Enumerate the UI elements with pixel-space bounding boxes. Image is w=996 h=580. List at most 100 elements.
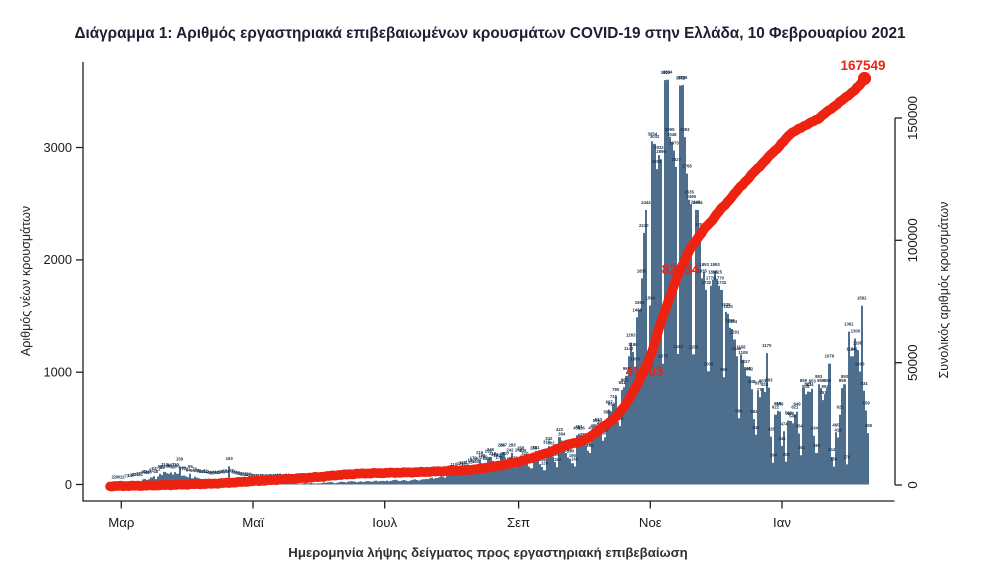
svg-text:438: 438 <box>573 425 581 430</box>
svg-text:112: 112 <box>161 462 169 467</box>
svg-text:865: 865 <box>621 377 629 382</box>
svg-text:780: 780 <box>612 387 620 392</box>
svg-text:242: 242 <box>506 447 514 452</box>
svg-text:1732: 1732 <box>702 280 712 285</box>
svg-text:240: 240 <box>565 448 573 453</box>
svg-text:167549: 167549 <box>840 58 885 73</box>
svg-text:751: 751 <box>819 390 827 395</box>
svg-text:72: 72 <box>184 466 189 471</box>
svg-text:2: 2 <box>112 474 115 479</box>
svg-text:Ιουλ: Ιουλ <box>372 515 397 530</box>
svg-text:434: 434 <box>811 426 819 431</box>
svg-text:1195: 1195 <box>853 340 863 345</box>
svg-text:100000: 100000 <box>905 218 920 262</box>
svg-text:110: 110 <box>461 462 469 467</box>
svg-text:7: 7 <box>127 474 130 479</box>
svg-text:1300: 1300 <box>851 329 861 334</box>
svg-text:160: 160 <box>474 457 482 462</box>
svg-text:244: 244 <box>828 447 836 452</box>
svg-text:31: 31 <box>136 471 141 476</box>
svg-text:190: 190 <box>493 453 501 458</box>
svg-text:302: 302 <box>547 441 555 446</box>
svg-text:48: 48 <box>225 469 230 474</box>
svg-text:3600: 3600 <box>661 70 671 75</box>
svg-text:1893: 1893 <box>710 262 720 267</box>
svg-text:110: 110 <box>450 462 458 467</box>
svg-text:1170: 1170 <box>762 343 772 348</box>
svg-text:240: 240 <box>515 448 523 453</box>
svg-text:287: 287 <box>500 442 508 447</box>
svg-text:230: 230 <box>485 449 493 454</box>
svg-text:58: 58 <box>229 468 234 473</box>
svg-text:474: 474 <box>781 421 789 426</box>
svg-text:659: 659 <box>863 401 871 406</box>
svg-text:622: 622 <box>772 405 780 410</box>
svg-text:280: 280 <box>586 443 594 448</box>
svg-text:190: 190 <box>478 453 486 458</box>
svg-text:2896: 2896 <box>656 149 666 154</box>
svg-text:962: 962 <box>746 366 754 371</box>
svg-text:859: 859 <box>824 378 832 383</box>
svg-text:569: 569 <box>785 411 793 416</box>
svg-text:261: 261 <box>532 445 540 450</box>
svg-text:582: 582 <box>750 409 758 414</box>
svg-text:3604: 3604 <box>663 70 673 75</box>
svg-text:Μαρ: Μαρ <box>108 515 134 530</box>
svg-text:180: 180 <box>480 454 488 459</box>
svg-text:258: 258 <box>517 446 525 451</box>
svg-text:1158: 1158 <box>736 344 746 349</box>
svg-text:342: 342 <box>545 436 553 441</box>
svg-text:1006: 1006 <box>855 362 865 367</box>
svg-text:1835: 1835 <box>697 268 707 273</box>
svg-text:Σεπ: Σεπ <box>507 515 530 530</box>
svg-text:160: 160 <box>571 457 579 462</box>
svg-text:190: 190 <box>569 453 577 458</box>
svg-text:2932: 2932 <box>654 145 664 150</box>
svg-text:863: 863 <box>765 378 773 383</box>
svg-text:55: 55 <box>197 468 202 473</box>
svg-text:107: 107 <box>167 463 175 468</box>
svg-text:230: 230 <box>567 449 575 454</box>
svg-text:128: 128 <box>459 460 467 465</box>
svg-text:804: 804 <box>802 384 810 389</box>
svg-text:0: 0 <box>905 481 920 488</box>
svg-text:465: 465 <box>832 422 840 427</box>
svg-text:135: 135 <box>465 459 473 464</box>
svg-text:95: 95 <box>188 464 193 469</box>
svg-text:126: 126 <box>541 460 549 465</box>
svg-text:50000: 50000 <box>905 344 920 381</box>
svg-text:15: 15 <box>251 473 256 478</box>
svg-text:853: 853 <box>809 379 817 384</box>
svg-text:96: 96 <box>175 464 180 469</box>
svg-text:621: 621 <box>837 405 845 410</box>
svg-text:1140: 1140 <box>846 346 856 351</box>
svg-text:45: 45 <box>220 469 225 474</box>
svg-text:1076: 1076 <box>825 354 835 359</box>
svg-text:35: 35 <box>210 471 215 476</box>
svg-text:1384: 1384 <box>728 319 738 324</box>
svg-text:2: 2 <box>114 474 117 479</box>
svg-text:1520: 1520 <box>723 304 733 309</box>
svg-text:235: 235 <box>519 448 527 453</box>
svg-text:513: 513 <box>595 417 603 422</box>
svg-text:3054: 3054 <box>648 131 658 136</box>
svg-text:458: 458 <box>865 423 873 428</box>
svg-text:0: 0 <box>118 475 121 480</box>
svg-text:1361: 1361 <box>844 322 854 327</box>
svg-text:55: 55 <box>223 468 228 473</box>
svg-text:824: 824 <box>806 382 814 387</box>
svg-text:858: 858 <box>817 378 825 383</box>
svg-text:858: 858 <box>839 378 847 383</box>
svg-text:436: 436 <box>588 426 596 431</box>
svg-text:2768: 2768 <box>682 164 692 169</box>
svg-text:12: 12 <box>253 473 258 478</box>
svg-text:1141: 1141 <box>849 346 859 351</box>
svg-text:48: 48 <box>153 469 158 474</box>
svg-text:2000: 2000 <box>44 252 72 267</box>
svg-text:207: 207 <box>502 451 510 456</box>
svg-text:848: 848 <box>748 379 756 384</box>
svg-text:62: 62 <box>149 468 154 473</box>
svg-text:1027: 1027 <box>740 359 750 364</box>
svg-text:827: 827 <box>804 382 812 387</box>
svg-text:2: 2 <box>122 474 125 479</box>
